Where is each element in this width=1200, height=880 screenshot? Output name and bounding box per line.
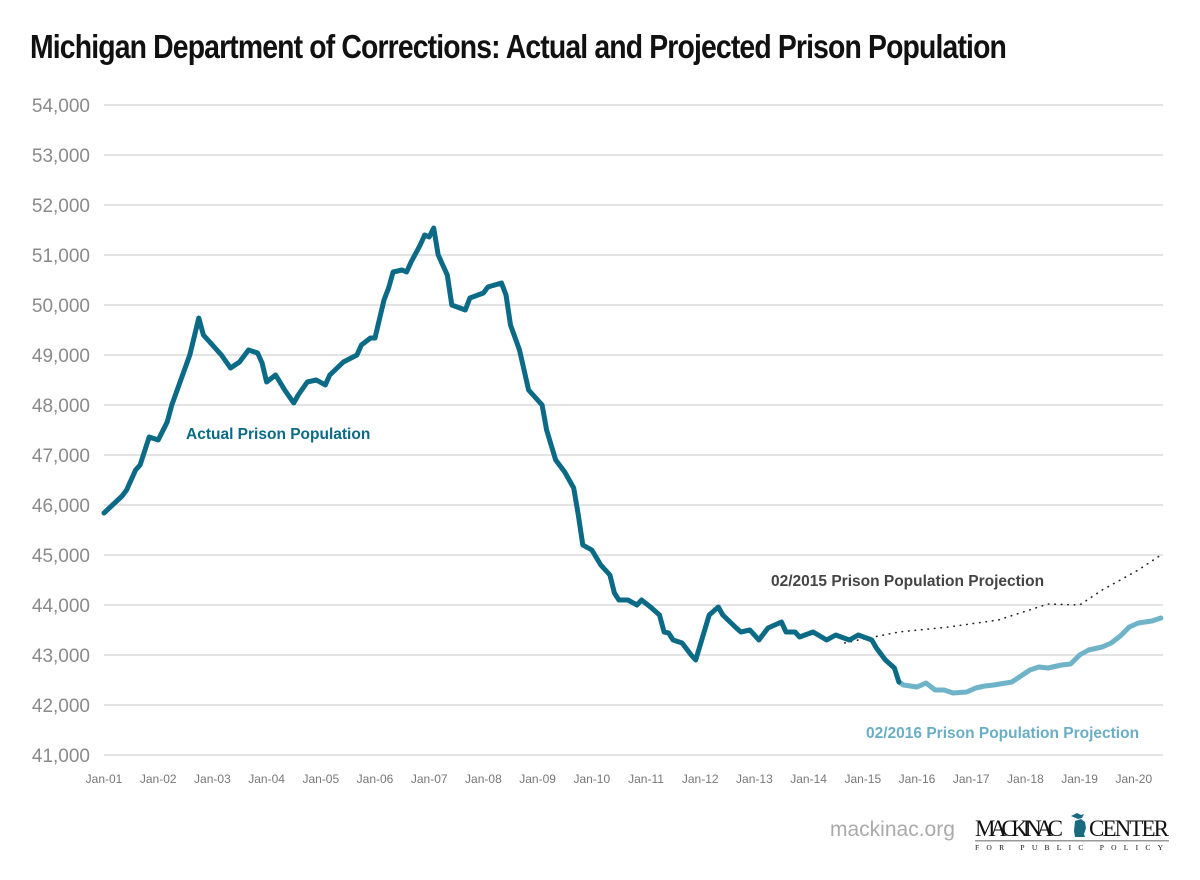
x-tick-label: Jan-08 (465, 772, 502, 786)
series-line-2 (843, 554, 1162, 644)
y-tick-label: 50,000 (32, 296, 90, 317)
y-tick-label: 42,000 (32, 696, 90, 717)
y-tick-label: 41,000 (32, 746, 90, 767)
y-tick-label: 47,000 (32, 446, 90, 467)
y-tick-label: 48,000 (32, 396, 90, 417)
michigan-icon (1071, 813, 1086, 837)
x-tick-label: Jan-13 (736, 772, 773, 786)
mackinac-center-logo: MACKINAC CENTER FOR PUBLIC POLICY (975, 813, 1170, 852)
x-tick-label: Jan-16 (899, 772, 936, 786)
series-line-0 (101, 225, 902, 685)
x-tick-label: Jan-17 (953, 772, 990, 786)
x-tick-label: Jan-10 (573, 772, 610, 786)
svg-text:CENTER: CENTER (1089, 816, 1170, 841)
svg-text:FOR PUBLIC POLICY: FOR PUBLIC POLICY (975, 843, 1169, 852)
x-tick-label: Jan-07 (411, 772, 448, 786)
site-url: mackinac.org (830, 818, 955, 841)
y-tick-label: 54,000 (32, 96, 90, 117)
y-tick-label: 44,000 (32, 596, 90, 617)
y-tick-label: 49,000 (32, 346, 90, 367)
x-tick-label: Jan-18 (1007, 772, 1044, 786)
x-tick-label: Jan-03 (194, 772, 231, 786)
chart-title: Michigan Department of Corrections: Actu… (30, 28, 1007, 65)
x-tick-label: Jan-02 (140, 772, 177, 786)
y-tick-label: 46,000 (32, 496, 90, 517)
annotation-2016-projection: 02/2016 Prison Population Projection (866, 725, 1139, 742)
series-line-1 (896, 615, 1164, 696)
x-tick-label: Jan-12 (682, 772, 719, 786)
y-tick-label: 53,000 (32, 146, 90, 167)
y-tick-label: 52,000 (32, 196, 90, 217)
annotation-actual: Actual Prison Population (186, 426, 370, 443)
x-tick-label: Jan-19 (1061, 772, 1098, 786)
svg-text:MACKINAC: MACKINAC (975, 816, 1063, 841)
x-tick-label: Jan-11 (628, 772, 664, 786)
x-tick-label: Jan-05 (302, 772, 339, 786)
x-tick-label: Jan-09 (519, 772, 556, 786)
annotation-2015-projection: 02/2015 Prison Population Projection (771, 573, 1044, 590)
y-tick-label: 45,000 (32, 546, 90, 567)
x-tick-label: Jan-20 (1115, 772, 1152, 786)
x-tick-label: Jan-01 (86, 772, 123, 786)
x-tick-label: Jan-04 (248, 772, 285, 786)
x-tick-label: Jan-15 (844, 772, 881, 786)
y-tick-label: 43,000 (32, 646, 90, 667)
y-tick-label: 51,000 (32, 246, 90, 267)
x-tick-label: Jan-14 (790, 772, 827, 786)
x-tick-label: Jan-06 (357, 772, 394, 786)
